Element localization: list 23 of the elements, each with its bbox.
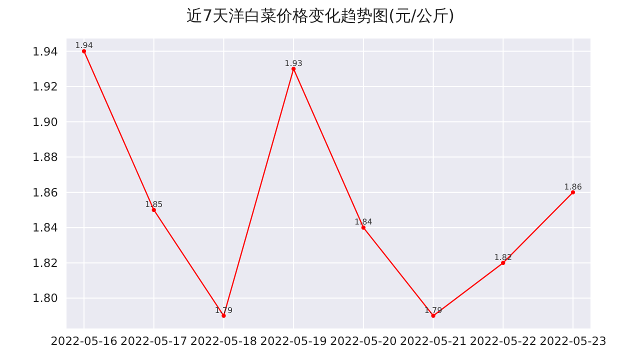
- y-tick-label: 1.88: [32, 150, 58, 164]
- point: [82, 49, 86, 54]
- x-tick-label: 2022-05-17: [120, 334, 188, 348]
- y-tick-label: 1.82: [32, 256, 58, 270]
- x-tick-label: 2022-05-22: [470, 334, 537, 348]
- x-tick-label: 2022-05-23: [540, 334, 606, 348]
- data-label: 1.93: [284, 58, 302, 68]
- point: [570, 190, 576, 194]
- y-tick-label: 1.94: [32, 44, 58, 58]
- x-tick-label: 2022-05-20: [330, 334, 397, 348]
- y-tick-label: 1.84: [32, 220, 58, 235]
- y-tick-label: 1.80: [32, 291, 58, 306]
- y-tick-label: 1.92: [32, 80, 58, 94]
- y-tick-label: 1.90: [32, 114, 58, 129]
- x-tick-label: 2022-05-19: [260, 334, 327, 348]
- point: [291, 66, 296, 71]
- x-tick-label: 2022-05-21: [400, 334, 467, 348]
- x-tick-label: 2022-05-18: [190, 334, 258, 348]
- chart-title: 近7天洋白菜价格变化趋势图(元/公斤): [185, 6, 456, 27]
- y-tick-label: 1.86: [32, 185, 58, 200]
- data-label: 1.94: [75, 41, 93, 50]
- x-tick-label: 2022-05-16: [50, 334, 118, 348]
- data-label: 1.86: [564, 182, 582, 192]
